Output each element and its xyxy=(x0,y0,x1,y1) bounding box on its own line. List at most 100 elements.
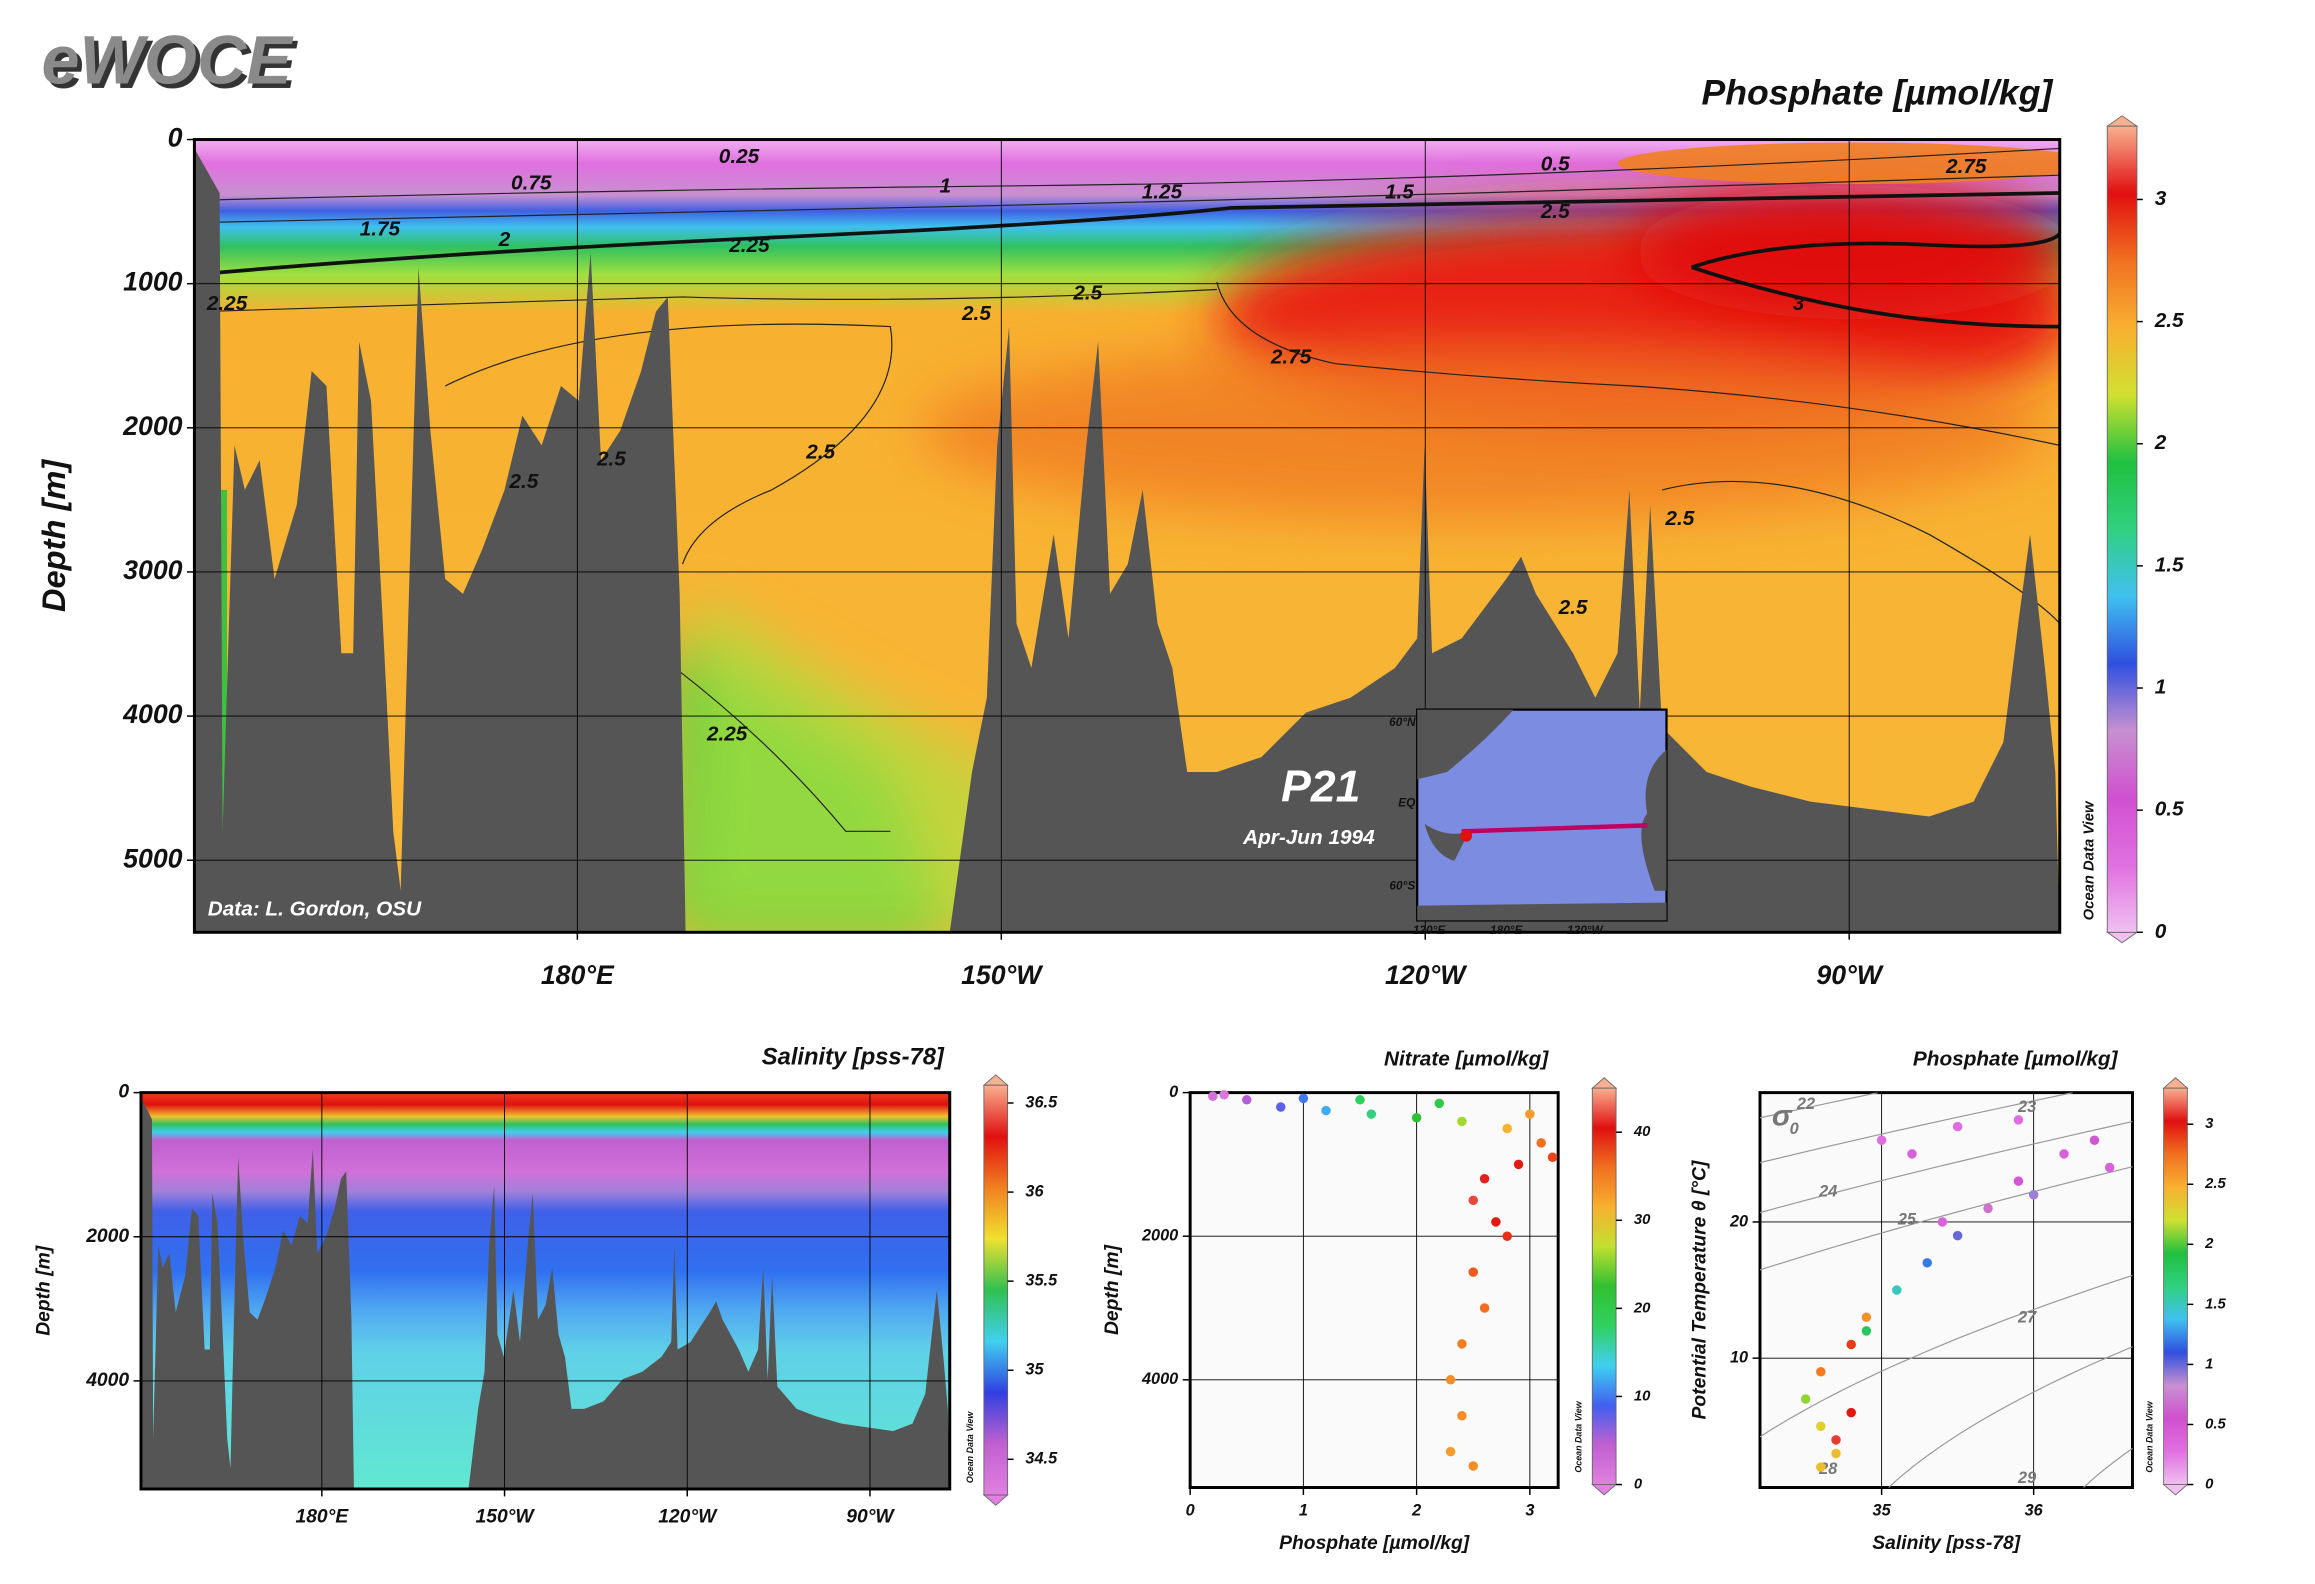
data-point xyxy=(1208,1091,1218,1101)
inset-cruise-start xyxy=(1460,829,1473,842)
contour-label: 2.5 xyxy=(1558,596,1588,619)
data-point xyxy=(1468,1195,1478,1206)
colorbar-cap xyxy=(982,1074,1009,1086)
data-point xyxy=(2059,1149,2069,1159)
high-phosphate-halo xyxy=(920,341,2048,520)
plot-frame xyxy=(192,138,2062,934)
contour-label: 1.25 xyxy=(1142,180,1183,203)
data-point xyxy=(1502,1123,1512,1134)
chart-panel: 180°E 150°W 120°W 90°W 0 1000 2000 3000 4000 5000… xyxy=(35,72,2184,989)
contour-label: 2.75 xyxy=(1270,345,1312,368)
colorbar-tick-label: 10 xyxy=(1634,1388,1651,1404)
chart-title: Phosphate [µmol/kg] xyxy=(1913,1047,2119,1070)
deep-water-west xyxy=(682,593,1039,933)
data-point xyxy=(1816,1462,1826,1472)
contour-label: 0.75 xyxy=(511,172,552,195)
colorbar-tick-label: 1.5 xyxy=(2205,1296,2226,1312)
y-tick-label: 4000 xyxy=(122,699,183,729)
colorbar-tick-label: 34.5 xyxy=(1025,1450,1058,1468)
y-tick-label: 3000 xyxy=(123,555,183,585)
contour-label: 3 xyxy=(1793,292,1805,315)
colorbar-tick-label: 3 xyxy=(2155,187,2167,210)
high-phosphate-core xyxy=(1632,185,2060,320)
contour-label: 2.5 xyxy=(805,440,835,463)
x-tick-label: 35 xyxy=(1873,1502,1892,1520)
contour-label: 1.75 xyxy=(360,218,401,241)
contour-line-bold xyxy=(194,191,2060,277)
inset-land xyxy=(1610,709,1667,891)
isopycnal xyxy=(1888,1346,2133,1488)
plot-frame xyxy=(139,1091,952,1491)
colorbar-tick-label: 2 xyxy=(2154,431,2167,454)
data-point xyxy=(1816,1421,1826,1431)
contour-label: 2.25 xyxy=(206,292,248,315)
plot-frame xyxy=(1188,1091,1560,1489)
isopycnal-label: 24 xyxy=(1818,1182,1837,1200)
data-point xyxy=(1491,1217,1501,1227)
colorbar-tick-label: 0.5 xyxy=(2205,1416,2226,1432)
colorbar xyxy=(983,1084,1009,1496)
colorbar-tick-label: 0 xyxy=(2155,920,2167,943)
colorbar-tick-label: 3 xyxy=(2205,1116,2214,1132)
colorbar-tick-label: 2 xyxy=(2204,1236,2214,1252)
inset-label: 180°E xyxy=(1490,923,1524,937)
x-tick-label: 150°W xyxy=(961,960,1044,990)
contour-label: 2.25 xyxy=(706,722,748,745)
data-point xyxy=(1861,1312,1872,1323)
contour-label: 2.5 xyxy=(1540,200,1570,223)
contour-label: 1 xyxy=(940,175,952,198)
x-tick-label: 36 xyxy=(2025,1502,2044,1520)
colorbar-cap xyxy=(2162,1077,2189,1089)
data-point xyxy=(1846,1339,1856,1350)
cruise-name: P21 xyxy=(1281,763,1360,812)
data-point xyxy=(1457,1116,1467,1127)
data-point xyxy=(1525,1109,1535,1119)
cruise-dates: Apr-Jun 1994 xyxy=(1242,826,1375,849)
data-point xyxy=(1242,1095,1252,1105)
data-point xyxy=(2028,1189,2039,1200)
isopycnal-label: 25 xyxy=(1897,1211,1917,1229)
chart-panel: 180°E 150°W 120°W 90°W 0 2000 4000 Salinity [ps… xyxy=(34,1045,1058,1528)
inset-land xyxy=(1424,823,1470,862)
colorbar-tick-label: 36.5 xyxy=(1025,1093,1058,1111)
colorbar-tick-label: 2.5 xyxy=(2154,309,2184,332)
x-axis-label: Phosphate [µmol/kg] xyxy=(1279,1533,1470,1554)
colorbar-tick-label: 2.5 xyxy=(2204,1176,2226,1192)
colorbar-tick-label: 0.5 xyxy=(2155,798,2184,821)
isopycnals xyxy=(1759,1092,2133,1488)
colorbar-tick-label: 0 xyxy=(1634,1476,1643,1492)
colorbar xyxy=(2163,1087,2188,1485)
isopycnal-label: 23 xyxy=(2017,1098,2036,1116)
inset-land xyxy=(1417,902,1667,921)
data-point xyxy=(2089,1135,2100,1146)
y-tick-label: 1000 xyxy=(123,267,183,297)
y-tick-label: 2000 xyxy=(122,411,183,441)
y-tick-label: 10 xyxy=(1730,1348,1748,1366)
software-credit: Ocean Data View xyxy=(1573,1400,1583,1472)
colorbar-cap xyxy=(2162,1484,2189,1496)
data-point xyxy=(1457,1410,1467,1421)
x-tick-label: 90°W xyxy=(846,1506,895,1527)
data-point xyxy=(1411,1112,1422,1123)
y-tick-label: 4000 xyxy=(1141,1370,1178,1388)
data-point xyxy=(1983,1203,1993,1214)
data-point xyxy=(1952,1121,1963,1132)
plot-frame xyxy=(1758,1091,2134,1489)
plot-background xyxy=(1759,1092,2133,1488)
data-point xyxy=(1922,1258,1932,1268)
contour-label: 2.5 xyxy=(596,448,626,471)
x-tick-label: 180°E xyxy=(295,1506,349,1527)
isopycnal xyxy=(1759,1120,2133,1214)
y-tick-label: 0 xyxy=(1169,1083,1178,1101)
contour-line xyxy=(194,288,1217,313)
colorbar-tick-label: 30 xyxy=(1634,1212,1651,1228)
contour-line-bold xyxy=(1691,222,2060,269)
contour-line xyxy=(444,323,893,565)
colorbar-cap xyxy=(982,1494,1009,1506)
software-credit: Ocean Data View xyxy=(2081,800,2097,920)
y-tick-label: 5000 xyxy=(123,843,183,873)
inset-map: 60°N EQ 60°S 120°E 180°E 120°W xyxy=(1389,708,1668,937)
